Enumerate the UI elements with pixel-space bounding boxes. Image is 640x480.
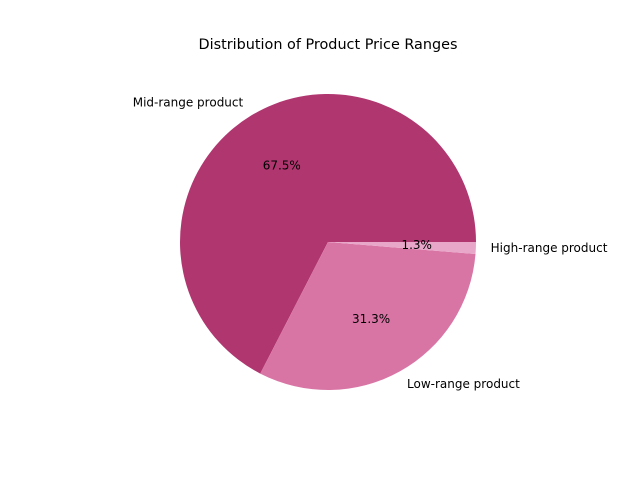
pie-slices [180,93,476,390]
pie-slice-3 [328,242,476,255]
chart-title: Distribution of Product Price Ranges [199,37,458,53]
pie-slice-2 [260,242,476,390]
slice-category-label: Mid-range product [133,96,244,110]
slice-percent-label: 67.5% [263,159,301,173]
slice-percent-label: 31.3% [352,312,390,326]
pie-labels: Mid-range product 67.5% Low-range product 3… [133,96,608,391]
slice-category-label: High-range product [491,241,608,255]
slice-percent-label: 1.3% [401,238,432,252]
slice-category-label: Low-range product [407,377,520,391]
pie-slice-1 [180,93,476,374]
